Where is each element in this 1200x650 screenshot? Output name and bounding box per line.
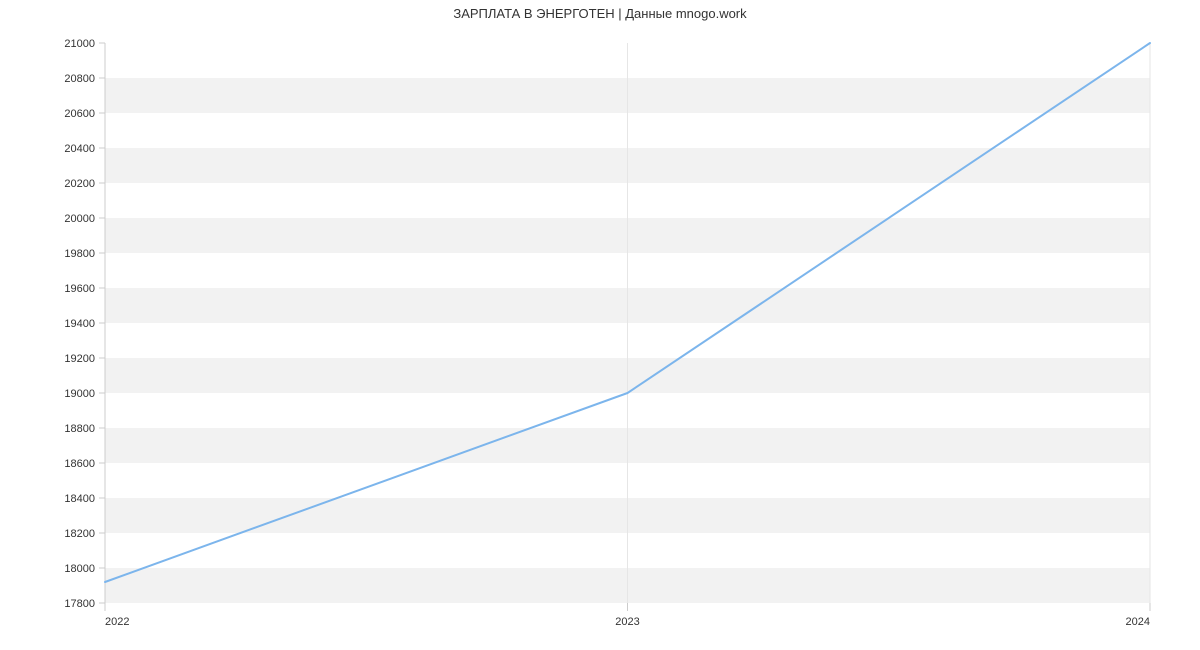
chart-title: ЗАРПЛАТА В ЭНЕРГОТЕН | Данные mnogo.work bbox=[0, 6, 1200, 21]
y-tick-label: 19000 bbox=[64, 388, 95, 400]
y-tick-label: 18400 bbox=[64, 493, 95, 505]
y-tick-label: 19200 bbox=[64, 353, 95, 365]
y-tick-label: 20000 bbox=[64, 213, 95, 225]
y-tick-label: 18000 bbox=[64, 563, 95, 575]
x-tick-label: 2022 bbox=[105, 616, 129, 628]
y-tick-label: 20400 bbox=[64, 143, 95, 155]
y-tick-label: 17800 bbox=[64, 598, 95, 610]
y-tick-label: 18600 bbox=[64, 458, 95, 470]
y-tick-label: 19400 bbox=[64, 318, 95, 330]
y-tick-label: 20800 bbox=[64, 73, 95, 85]
x-tick-label: 2024 bbox=[1126, 616, 1150, 628]
chart-svg: 17800 18000 18200 18400 18600 18800 19000 19200… bbox=[0, 0, 1200, 650]
y-tick-label: 18800 bbox=[64, 423, 95, 435]
x-tick-label: 2023 bbox=[615, 616, 639, 628]
y-tick-label: 20200 bbox=[64, 178, 95, 190]
y-tick-label: 19600 bbox=[64, 283, 95, 295]
y-tick-label: 18200 bbox=[64, 528, 95, 540]
salary-chart: ЗАРПЛАТА В ЭНЕРГОТЕН | Данные mnogo.work… bbox=[0, 0, 1200, 650]
y-tick-label: 19800 bbox=[64, 248, 95, 260]
y-tick-label: 20600 bbox=[64, 108, 95, 120]
y-tick-label: 21000 bbox=[64, 38, 95, 50]
